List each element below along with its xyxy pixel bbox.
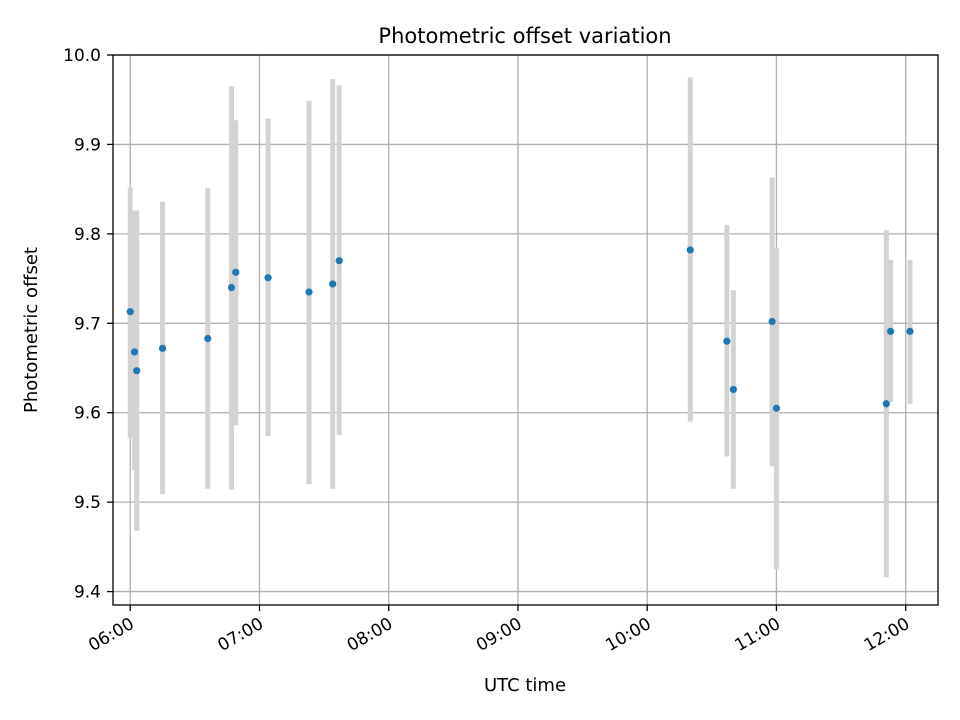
data-point (158, 344, 167, 352)
data-point (227, 283, 236, 292)
data-points (126, 246, 914, 412)
y-axis-label: Photometric offset (21, 247, 42, 413)
data-point (126, 308, 134, 316)
chart-title: Photometric offset variation (378, 24, 671, 48)
data-point (882, 400, 890, 408)
data-point (723, 337, 731, 345)
data-point (906, 327, 914, 335)
plot-frame (112, 54, 939, 606)
x-tick-label: 06:00 (85, 614, 137, 656)
x-tick-label: 08:00 (344, 614, 396, 656)
x-axis: 06:00 07:00 08:00 09:00 10:00 11:00 12:00 (85, 605, 913, 656)
x-tick-label: 11:00 (732, 614, 784, 656)
y-tick-label: 9.6 (74, 404, 101, 424)
data-point (232, 268, 240, 276)
data-point (686, 246, 694, 254)
y-tick-label: 9.4 (74, 583, 101, 603)
data-point (133, 367, 141, 375)
x-tick-label: 10:00 (602, 614, 654, 656)
data-point (130, 348, 139, 356)
x-tick-label: 12:00 (861, 614, 913, 656)
data-point (768, 317, 776, 326)
y-tick-label: 9.8 (74, 225, 101, 245)
y-tick-label: 10.0 (63, 46, 101, 66)
x-tick-label: 07:00 (215, 614, 267, 656)
y-axis: 9.4 9.5 9.6 9.7 9.8 9.9 10.0 (63, 46, 113, 603)
y-tick-label: 9.7 (74, 314, 101, 334)
data-point (729, 385, 737, 394)
data-point (264, 274, 272, 282)
x-tick-label: 09:00 (473, 614, 525, 656)
y-tick-label: 9.5 (74, 493, 101, 513)
data-point (772, 404, 781, 412)
data-point (887, 327, 895, 335)
data-point (204, 334, 212, 343)
data-point (335, 257, 343, 265)
x-axis-label: UTC time (484, 675, 566, 696)
data-point (329, 280, 337, 288)
data-point (305, 288, 313, 296)
y-tick-label: 9.9 (74, 135, 101, 155)
